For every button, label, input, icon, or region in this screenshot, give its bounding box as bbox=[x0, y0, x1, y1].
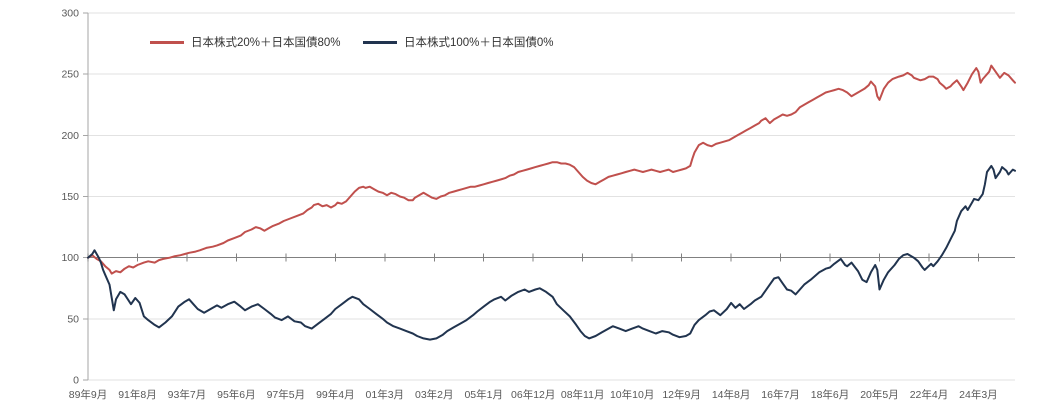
y-axis-label: 100 bbox=[61, 252, 79, 264]
x-axis-label: 95年6月 bbox=[217, 388, 256, 401]
x-axis-label: 18年6月 bbox=[811, 388, 850, 401]
y-axis-label: 300 bbox=[61, 8, 79, 20]
y-axis-label: 150 bbox=[61, 191, 79, 203]
y-axis-label: 50 bbox=[67, 313, 79, 325]
x-axis-label: 93年7月 bbox=[168, 388, 207, 401]
x-axis-label: 10年10月 bbox=[610, 388, 654, 401]
x-axis-label: 14年8月 bbox=[712, 388, 751, 401]
x-axis-label: 22年4月 bbox=[910, 388, 949, 401]
series-line-stock20-bond80 bbox=[87, 64, 1016, 275]
y-axis-label: 200 bbox=[61, 130, 79, 142]
x-axis-label: 89年9月 bbox=[69, 388, 108, 401]
x-axis-label: 99年4月 bbox=[316, 388, 355, 401]
x-axis-label: 97年5月 bbox=[267, 388, 306, 401]
x-axis-label: 05年1月 bbox=[464, 388, 503, 401]
y-axis-label: 0 bbox=[73, 375, 79, 387]
y-axis-label: 250 bbox=[61, 69, 79, 81]
x-axis-label: 91年8月 bbox=[118, 388, 157, 401]
x-axis-label: 03年2月 bbox=[415, 388, 454, 401]
x-axis-label: 12年9月 bbox=[662, 388, 701, 401]
x-axis-label: 16年7月 bbox=[761, 388, 800, 401]
x-axis-label: 01年3月 bbox=[366, 388, 405, 401]
x-axis-label: 20年5月 bbox=[860, 388, 899, 401]
x-axis-label: 24年3月 bbox=[959, 388, 998, 401]
x-axis-label: 08年11月 bbox=[561, 388, 605, 401]
series-line-stock100-bond0 bbox=[87, 164, 1016, 341]
x-axis-label: 06年12月 bbox=[511, 388, 555, 401]
